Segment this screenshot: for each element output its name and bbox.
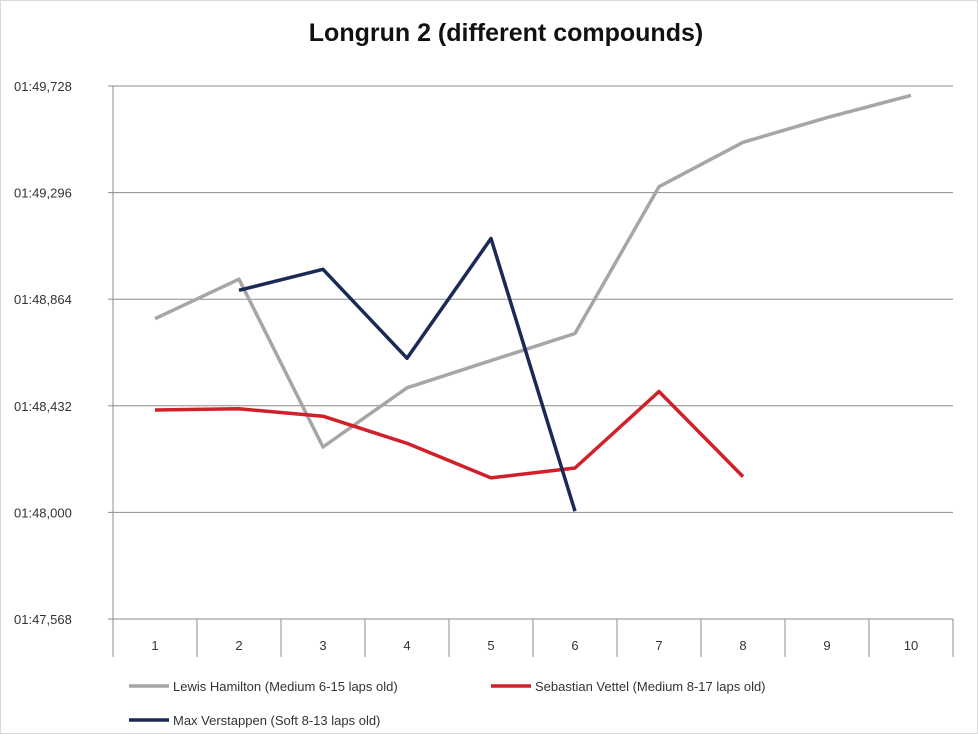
- legend-label: Lewis Hamilton (Medium 6-15 laps old): [173, 679, 398, 694]
- x-tick-label: 8: [739, 638, 746, 653]
- legend: Lewis Hamilton (Medium 6-15 laps old) Seb…: [129, 679, 766, 728]
- series-line-1: [154, 93, 912, 449]
- x-tick-label: 7: [655, 638, 662, 653]
- y-tick-label: 01:49,728: [14, 79, 72, 94]
- chart-title: Longrun 2 (different compounds): [309, 19, 703, 47]
- x-tick-label: 10: [904, 638, 918, 653]
- x-tick-label: 4: [403, 638, 410, 653]
- x-tick-label: 1: [151, 638, 158, 653]
- series-lines: [154, 93, 912, 512]
- series-line-2: [154, 389, 745, 480]
- y-tick-label: 01:48,864: [14, 292, 72, 307]
- x-tick-label: 6: [571, 638, 578, 653]
- x-tick-label: 9: [823, 638, 830, 653]
- grid-lines: [113, 85, 953, 513]
- axes: [112, 86, 953, 620]
- x-tick-label: 2: [235, 638, 242, 653]
- y-tick-label: 01:48,000: [14, 505, 72, 520]
- y-tick-label: 01:48,432: [14, 399, 72, 414]
- x-tick-label: 3: [319, 638, 326, 653]
- x-tick-label: 5: [487, 638, 494, 653]
- legend-label: Sebastian Vettel (Medium 8-17 laps old): [535, 679, 766, 694]
- x-axis-ticks: 1 2 3 4 5 6 7 8 9 10: [112, 619, 954, 657]
- y-tick-label: 01:47,568: [14, 612, 72, 627]
- series-line-3: [238, 236, 577, 512]
- y-axis-ticks: 01:47,568 01:48,000 01:48,432 01:48,864 01:4…: [14, 79, 113, 627]
- y-tick-label: 01:49,296: [14, 186, 72, 201]
- legend-label: Max Verstappen (Soft 8-13 laps old): [173, 713, 380, 728]
